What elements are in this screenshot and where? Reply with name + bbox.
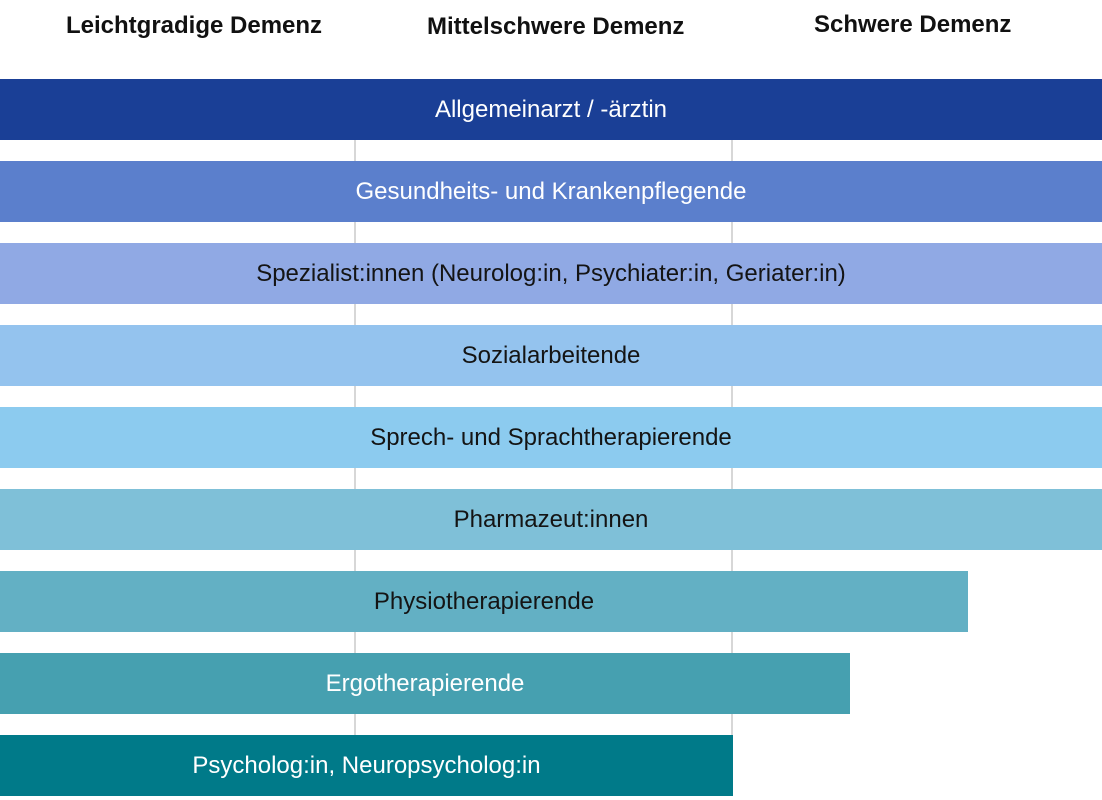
stage-header-moderate: Mittelschwere Demenz xyxy=(427,13,685,40)
bar-label-social-work: Sozialarbeitende xyxy=(461,341,641,369)
bar-label-speech-therapy: Sprech- und Sprachtherapierende xyxy=(370,423,732,451)
bar-specialists: Spezialist:innen (Neurolog:in, Psychiate… xyxy=(0,243,1102,304)
bar-label-general-practitioner: Allgemeinarzt / -ärztin xyxy=(434,95,668,123)
bar-physiotherapy: Physiotherapierende xyxy=(0,571,968,632)
bar-label-pharmacists: Pharmazeut:innen xyxy=(453,505,649,533)
bar-social-work: Sozialarbeitende xyxy=(0,325,1102,386)
bar-speech-therapy: Sprech- und Sprachtherapierende xyxy=(0,407,1102,468)
stage-header-severe: Schwere Demenz xyxy=(814,11,1012,38)
stage-header-mild: Leichtgradige Demenz xyxy=(66,12,323,39)
bar-nursing: Gesundheits- und Krankenpflegende xyxy=(0,161,1102,222)
bar-label-physiotherapy: Physiotherapierende xyxy=(373,587,595,615)
bar-general-practitioner: Allgemeinarzt / -ärztin xyxy=(0,79,1102,140)
bar-pharmacists: Pharmazeut:innen xyxy=(0,489,1102,550)
bar-label-occupational-therapy: Ergotherapierende xyxy=(325,669,525,697)
bar-psychology: Psycholog:in, Neuropsycholog:in xyxy=(0,735,733,796)
bar-label-psychology: Psycholog:in, Neuropsycholog:in xyxy=(192,751,541,779)
bar-label-specialists: Spezialist:innen (Neurolog:in, Psychiate… xyxy=(256,259,846,287)
bar-occupational-therapy: Ergotherapierende xyxy=(0,653,850,714)
bar-label-nursing: Gesundheits- und Krankenpflegende xyxy=(355,177,747,205)
